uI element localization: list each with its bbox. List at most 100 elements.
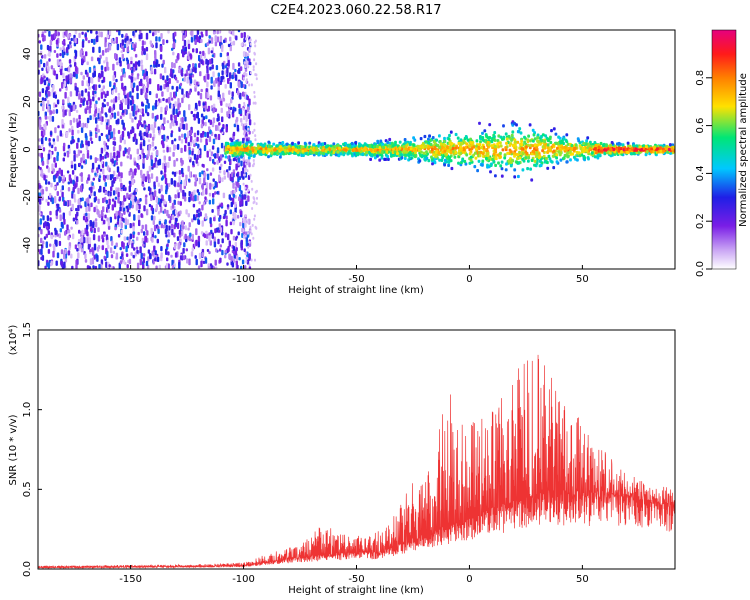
spectrogram-cell [105,261,108,268]
spectrogram-cell [100,160,104,165]
spectrogram-cell [201,183,204,190]
spectrogram-cell [38,192,42,196]
spectrogram-cell [40,256,43,260]
spectrogram-cell [134,77,137,81]
spectrogram-cell [162,75,165,81]
spectrogram-cell [252,65,255,69]
spectrogram-cell [139,130,142,137]
spectrogram-cell [111,158,114,164]
spectrogram-cell [48,58,51,62]
spectrogram-cell [520,147,524,151]
spectrogram-cell [147,174,150,180]
spectrogram-cell [93,197,97,203]
spectrogram-cell [668,143,672,147]
spectrogram-cell [107,209,110,213]
spectrogram-cell [136,199,140,204]
spectrogram-cell [238,143,241,147]
spectrogram-cell [590,151,594,155]
spectrogram-cell [222,79,226,83]
spectrogram-cell [94,157,97,164]
spectrogram-cell [497,161,500,165]
spectrogram-cell [492,152,496,156]
spectrogram-cell [155,196,159,203]
spectrogram-cell [165,98,168,103]
spectrogram-cell [73,163,77,171]
spectrogram-cell [92,221,95,229]
spectrogram-cell [221,44,224,49]
spectrogram-cell [499,144,503,148]
spectrogram-cell [112,63,115,71]
spectrogram-cell [546,150,549,154]
spectrogram-cell [45,225,49,230]
spectrogram-cell [221,249,224,256]
spectrogram-cell [122,68,126,75]
spectrogram-cell [562,137,566,141]
spectrogram-cell [237,157,241,163]
spectrogram-cell [220,100,223,106]
spectrogram-cell [468,144,471,148]
spectrogram-cell [42,240,45,245]
spectrogram-cell [127,148,130,155]
spectrogram-cell [131,99,135,105]
spectrogram-cell [126,36,129,41]
spectrogram-cell [165,39,169,44]
spectrogram-cell [443,149,447,153]
spectrogram-cell [172,69,175,74]
spectrogram-cell [157,30,160,33]
spectrogram-cell [145,126,148,133]
spectrogram-cell [138,120,141,127]
spectrogram-cell [419,153,422,157]
spectrogram-cell [40,170,44,174]
spectrogram-cell [128,180,132,185]
spectrogram-cell [102,91,106,95]
spectrogram-cell [502,124,505,128]
spectrogram-cell [93,70,96,77]
spectrogram-cell [70,226,73,230]
spectrogram-cell [438,158,441,162]
spectrogram-cell [75,207,78,212]
spectrogram-cell [197,150,201,155]
spectrogram-cell [88,237,92,245]
spectrogram-cell [420,150,423,154]
spectrogram-cell [317,153,321,157]
spectrogram-cell [177,200,180,205]
spectrogram-cell [103,233,106,237]
spectrogram-cell [135,105,139,111]
spectrogram-cell [206,108,209,112]
spectrogram-cell [112,146,116,152]
spectrogram-cell [70,105,73,112]
spectrogram-cell [221,177,224,182]
spectrogram-cell [56,252,60,259]
spectrogram-cell [52,141,56,146]
spectrogram-cell [178,102,182,108]
spectrogram-cell [249,229,252,233]
spectrogram-cell [66,47,69,54]
spectrogram-cell [62,111,65,118]
spectrogram-cell [123,197,127,202]
spectrogram-cell [221,238,224,244]
spectrogram-cell [52,138,55,142]
spectrogram-cell [191,218,194,223]
spectrogram-cell [70,253,73,259]
spectrogram-cell [161,139,165,147]
spectrogram-cell [42,147,46,152]
spectrogram-cell [129,91,132,98]
spectrogram-cell [141,50,144,56]
spectrogram-cell [185,174,188,181]
spectrogram-cell [362,144,365,148]
spectrogram-cell [269,154,273,158]
spectrogram-cell [102,186,106,193]
spectrogram-cell [60,68,63,76]
spectrogram-cell [137,214,140,221]
spectrogram-cell [195,48,198,54]
spectrogram-cell [46,77,49,81]
spectrogram-cell [526,167,529,171]
spectrogram-cell [481,163,484,167]
spectrogram-cell [181,160,184,165]
spectrogram-cell [123,43,127,49]
spectrogram-cell [69,119,72,126]
spectrogram-cell [148,165,152,172]
spectrogram-cell [100,121,103,125]
spectrogram-cell [82,75,85,80]
spectrogram-cell [226,169,229,173]
